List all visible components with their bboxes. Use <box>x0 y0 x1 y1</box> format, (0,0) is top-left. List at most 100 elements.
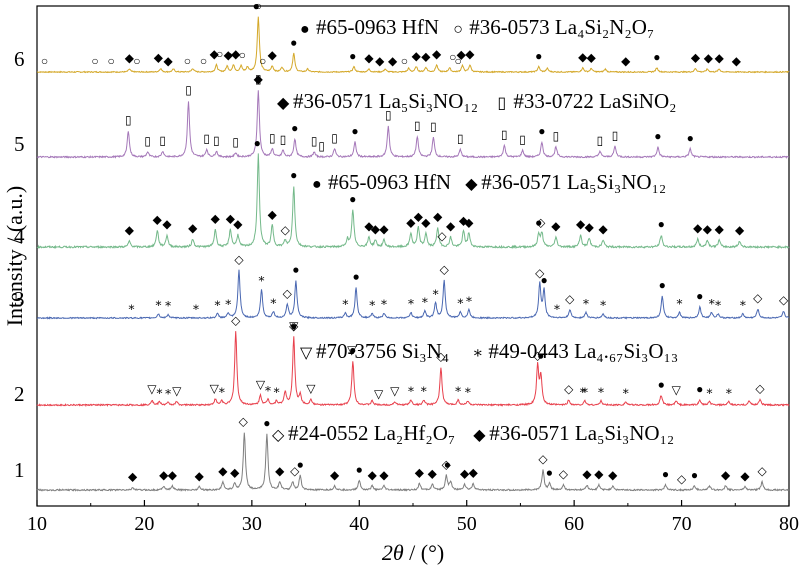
legend-text-2-0: #65-0963 HfN <box>328 170 451 194</box>
phase-marker-6-6: ○ <box>41 54 48 68</box>
phase-marker-6-8: ○ <box>107 54 114 68</box>
phase-marker-2-20: ▽ <box>672 383 682 397</box>
phase-marker-2-17: ▽ <box>347 343 357 357</box>
phase-marker-3-21: ∗ <box>368 296 376 310</box>
phase-marker-1-4: ◇ <box>559 467 569 481</box>
phase-marker-6-22: ◆ <box>210 47 220 61</box>
legend-symbol-4-0: ◇ <box>272 427 285 444</box>
x-tick-label-2: 30 <box>242 513 262 535</box>
phase-marker-4-10: ◆ <box>162 217 172 231</box>
phase-marker-1-15: ◆ <box>159 468 169 482</box>
phase-marker-4-14: ◆ <box>233 217 243 231</box>
phase-marker-6-0: ● <box>253 0 260 13</box>
phase-marker-1-0: ◇ <box>239 414 249 428</box>
phase-marker-2-12: ▽ <box>172 384 182 398</box>
series-line-6 <box>36 16 790 74</box>
legend-text-3-1: #49-0443 La₄.₆₇Si₃O₁₃ <box>488 339 678 363</box>
phase-marker-3-7: ● <box>292 263 299 277</box>
phase-marker-1-7: ● <box>263 416 270 430</box>
phase-marker-4-4: ● <box>658 217 665 231</box>
phase-marker-6-25: ◆ <box>268 48 278 62</box>
phase-marker-3-24: ∗ <box>421 293 429 307</box>
phase-marker-2-23: ∗ <box>218 383 226 397</box>
legend-text-1-1: #33-0722 LaSiNO₂ <box>513 89 676 113</box>
phase-marker-1-24: ◆ <box>415 466 425 480</box>
phase-marker-6-30: ◆ <box>421 49 431 63</box>
phase-marker-5-19: ▯ <box>385 108 392 122</box>
phase-marker-5-0: ● <box>291 121 298 135</box>
phase-marker-3-20: ∗ <box>341 295 349 309</box>
phase-marker-2-3: ◇ <box>533 349 543 363</box>
series-line-5 <box>36 90 790 159</box>
phase-marker-3-32: ∗ <box>708 295 716 309</box>
phase-marker-2-32: ∗ <box>597 383 605 397</box>
legend-symbol-3-0: ▽ <box>300 345 313 362</box>
phase-marker-6-32: ◆ <box>457 48 467 62</box>
phase-marker-3-30: ∗ <box>599 296 607 310</box>
phase-marker-1-28: ◆ <box>582 467 592 481</box>
phase-marker-4-23: ◆ <box>446 219 456 233</box>
phase-marker-1-29: ◆ <box>594 467 604 481</box>
phase-marker-6-2: ● <box>349 49 356 63</box>
phase-marker-5-9: ▯ <box>185 83 192 97</box>
phase-marker-1-30: ◆ <box>608 468 618 482</box>
phase-marker-6-16: ○ <box>401 54 408 68</box>
phase-marker-6-13: ○ <box>226 48 233 62</box>
phase-marker-4-27: ◆ <box>576 217 586 231</box>
phase-marker-6-10: ○ <box>184 54 191 68</box>
phase-marker-1-23: ◆ <box>379 468 389 482</box>
phase-marker-3-9: ● <box>540 273 547 287</box>
phase-marker-6-33: ◆ <box>465 47 475 61</box>
phase-marker-6-7: ○ <box>91 54 98 68</box>
phase-marker-1-10: ● <box>444 458 451 472</box>
phase-marker-2-8: ● <box>537 349 544 363</box>
phase-marker-1-26: ◆ <box>460 466 470 480</box>
phase-marker-4-3: ● <box>535 215 542 229</box>
phase-marker-3-15: ∗ <box>192 300 200 314</box>
phase-marker-4-21: ◆ <box>421 215 431 229</box>
x-axis-label-unit: / (°) <box>404 540 445 565</box>
phase-marker-5-27: ▯ <box>612 128 619 142</box>
phase-marker-6-21: ◆ <box>163 54 173 68</box>
phase-marker-6-27: ◆ <box>375 54 385 68</box>
phase-marker-6-40: ◆ <box>732 54 742 68</box>
phase-marker-5-1: ● <box>351 124 358 138</box>
legend-symbol-4-1: ◆ <box>473 427 486 444</box>
phase-marker-1-13: ● <box>691 468 698 482</box>
phase-marker-6-28: ◆ <box>388 54 398 68</box>
phase-marker-1-6: ◇ <box>757 464 767 478</box>
phase-marker-3-0: ◇ <box>234 252 244 266</box>
phase-marker-6-29: ◆ <box>412 49 422 63</box>
phase-marker-6-31: ◆ <box>432 47 442 61</box>
series-line-3 <box>36 269 790 320</box>
phase-marker-5-20: ▯ <box>414 119 421 133</box>
phase-marker-1-32: ◆ <box>740 469 750 483</box>
phase-marker-1-21: ◆ <box>330 468 340 482</box>
phase-marker-2-10: ● <box>696 382 703 396</box>
phase-marker-2-9: ● <box>658 377 665 391</box>
phase-marker-5-5: ◆ <box>254 72 264 86</box>
phase-marker-3-4: ◇ <box>565 292 575 306</box>
phase-marker-1-3: ◇ <box>538 452 548 466</box>
phase-marker-3-25: ∗ <box>432 285 440 299</box>
phase-marker-1-1: ◇ <box>290 464 300 478</box>
phase-marker-4-1: ● <box>290 168 297 182</box>
phase-marker-3-1: ◇ <box>283 286 293 300</box>
phase-marker-4-28: ◆ <box>585 220 595 234</box>
x-tick-label-7: 80 <box>779 513 799 535</box>
phase-marker-2-29: ∗ <box>464 383 472 397</box>
phase-marker-6-12: ○ <box>216 47 223 61</box>
series-line-2 <box>36 331 790 407</box>
phase-marker-1-19: ◆ <box>230 466 240 480</box>
y-axis-label: Intensity / (a.u.) <box>2 186 27 327</box>
legend-layer: ● #65-0963 HfN ○ #36-0573 La₄Si₂N₂O₇◆ #36-05… <box>272 15 678 445</box>
phase-marker-1-14: ◆ <box>128 470 138 484</box>
legend-text-0-1: #36-0573 La₄Si₂N₂O₇ <box>469 15 654 39</box>
legend-text-0-0: #65-0963 HfN <box>316 15 439 39</box>
phase-marker-1-5: ◇ <box>677 472 687 486</box>
phase-marker-2-11: ▽ <box>147 382 157 396</box>
phase-marker-3-28: ∗ <box>553 300 561 314</box>
phase-marker-3-31: ∗ <box>675 295 683 309</box>
phase-marker-2-0: ◇ <box>231 313 241 327</box>
